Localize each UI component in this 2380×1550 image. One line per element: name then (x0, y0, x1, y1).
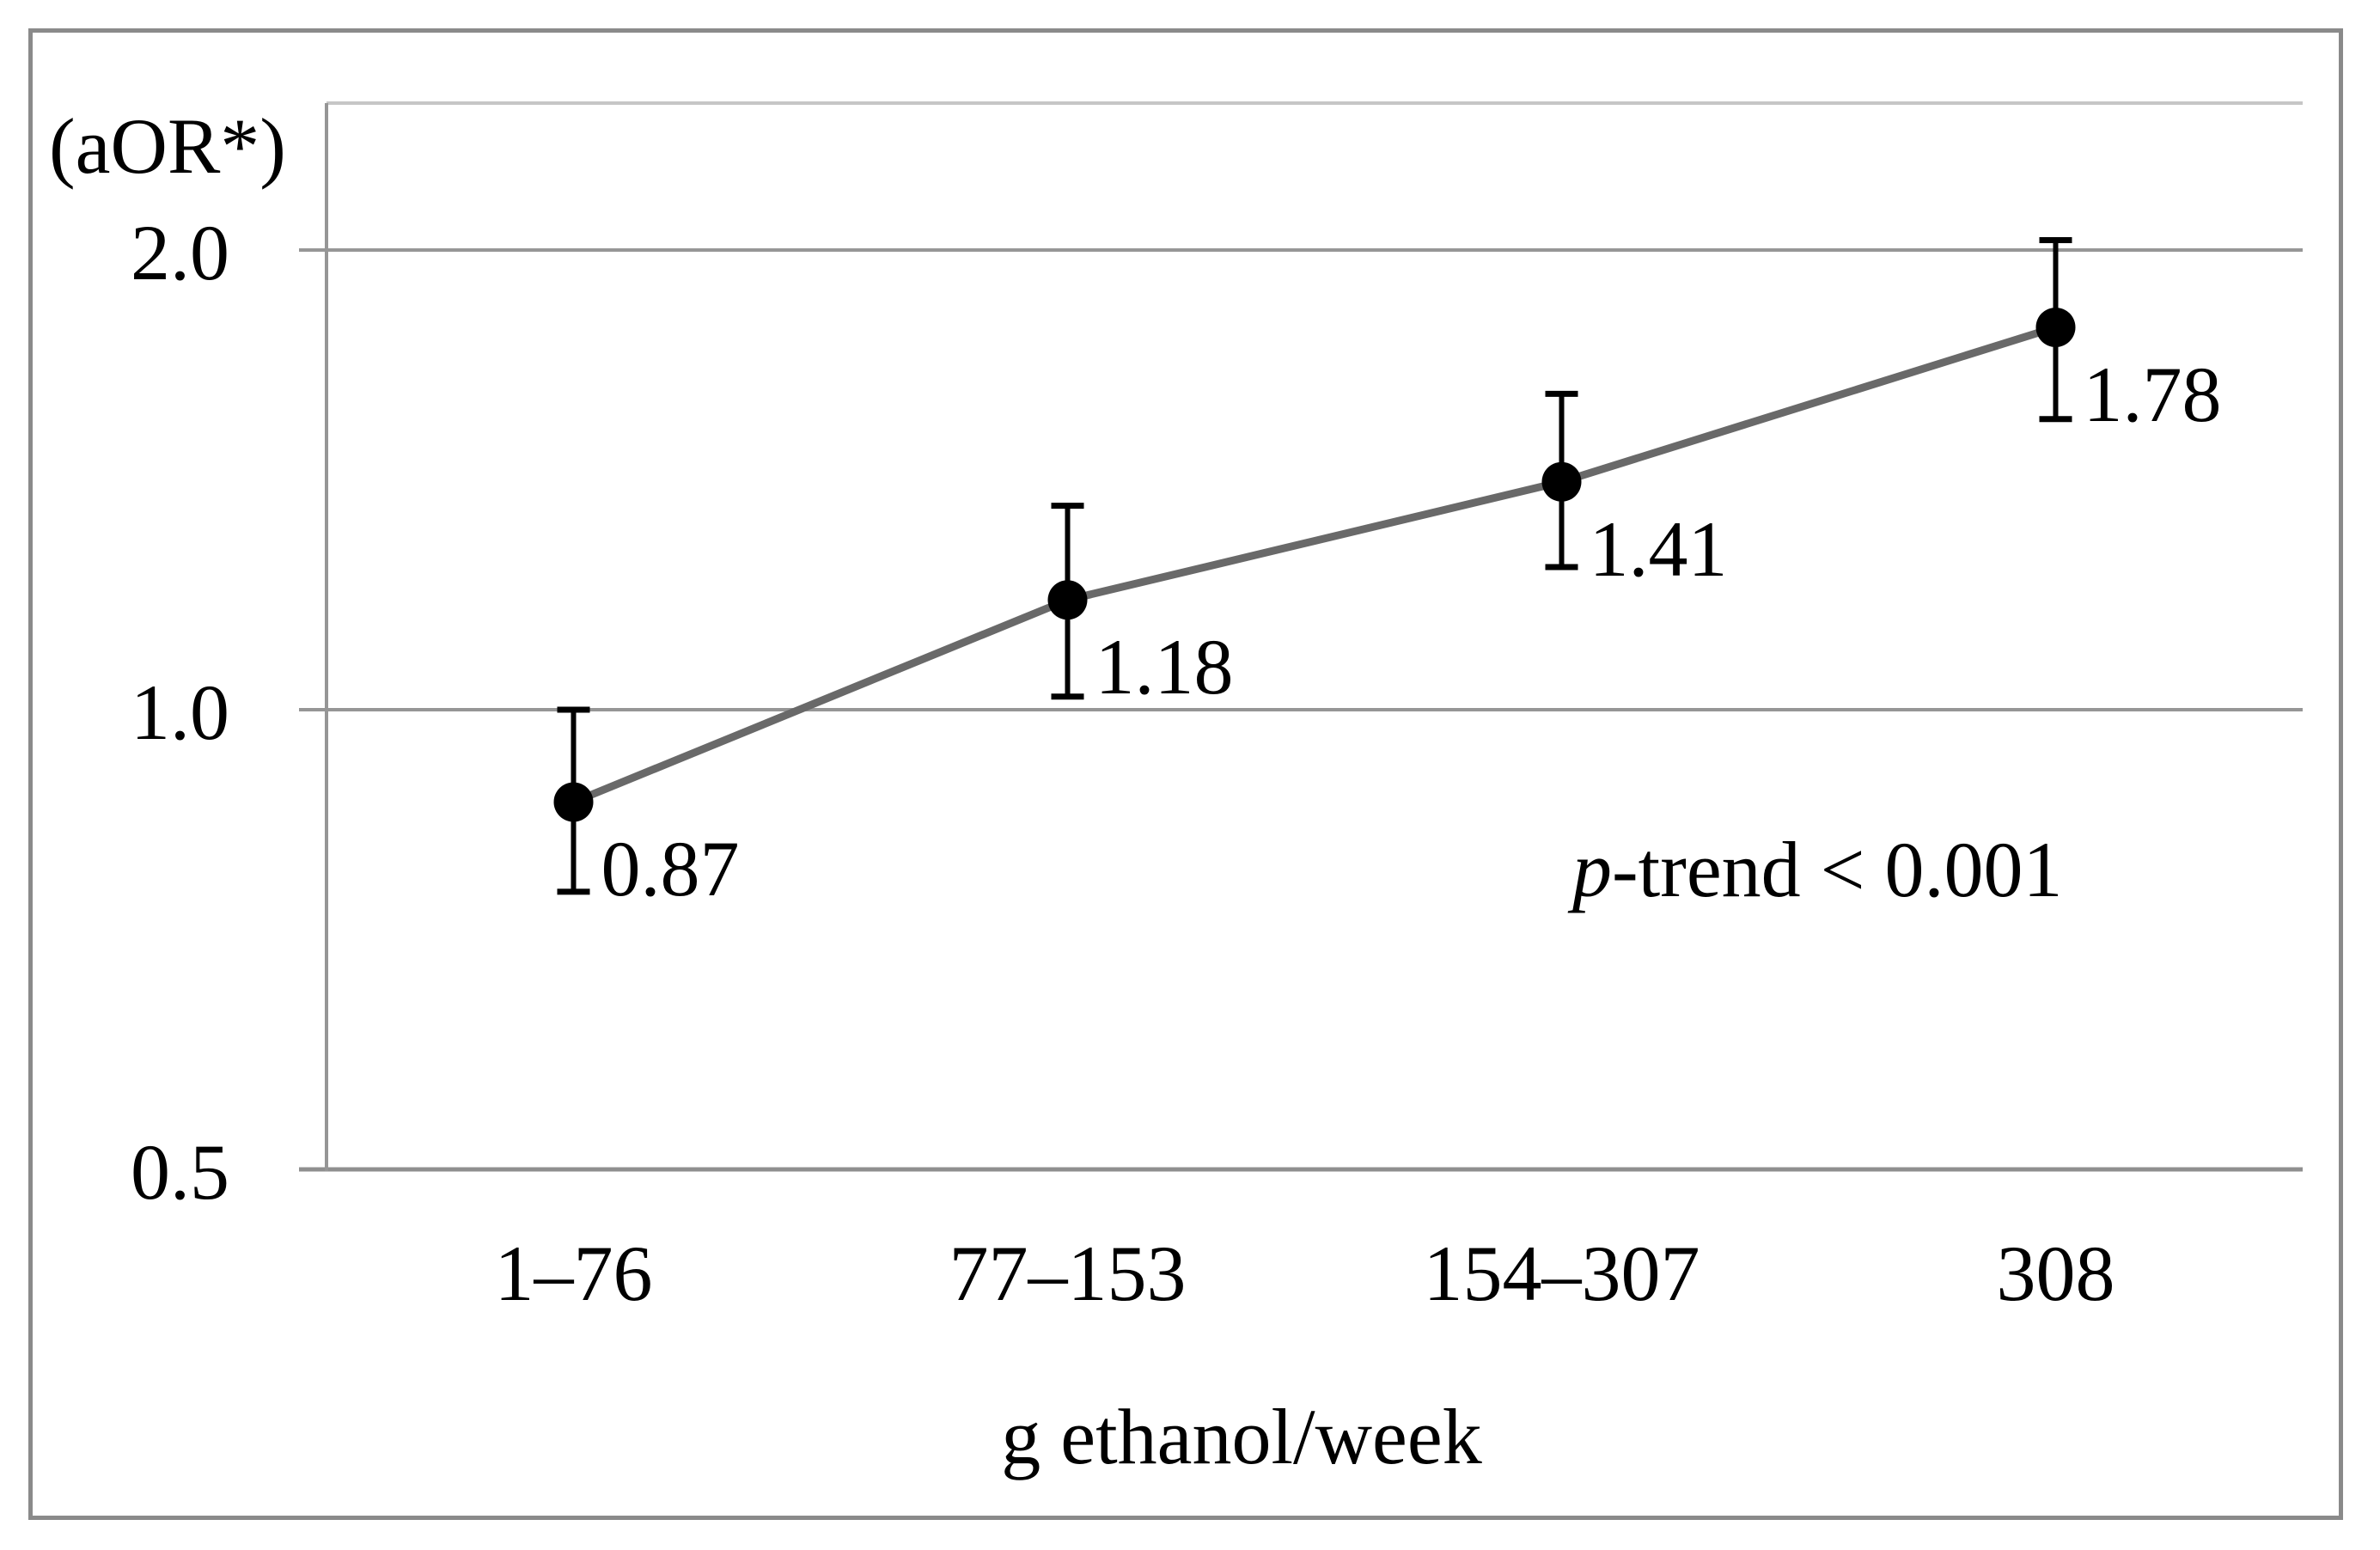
data-marker (553, 782, 594, 822)
figure-border (28, 28, 2343, 1520)
y-tick-label: 1.0 (131, 668, 229, 756)
x-tick-label: 77–153 (949, 1230, 1187, 1317)
data-point-label: 1.18 (1095, 623, 1234, 711)
data-marker (1541, 461, 1582, 502)
y-axis-label: (aOR*) (49, 102, 286, 190)
y-tick-label: 2.0 (131, 208, 229, 296)
trend-line (571, 323, 2057, 806)
p-trend-annotation-italic: p (1572, 826, 1612, 913)
data-marker (1047, 580, 1088, 620)
y-tick-label: 0.5 (131, 1127, 229, 1216)
data-marker (2035, 307, 2076, 347)
data-point-label: 1.78 (2083, 350, 2222, 438)
x-tick-label: 154–307 (1423, 1230, 1700, 1317)
data-point-label: 0.87 (601, 825, 740, 913)
x-axis-title: g ethanol/week (1001, 1393, 1482, 1480)
x-tick-label: 308 (1996, 1230, 2115, 1317)
p-trend-annotation: p-trend < 0.001 (1572, 830, 2063, 909)
x-tick-label: 1–76 (494, 1230, 653, 1317)
data-point-label: 1.41 (1589, 504, 1728, 593)
p-trend-annotation-rest: -trend < 0.001 (1612, 826, 2063, 913)
